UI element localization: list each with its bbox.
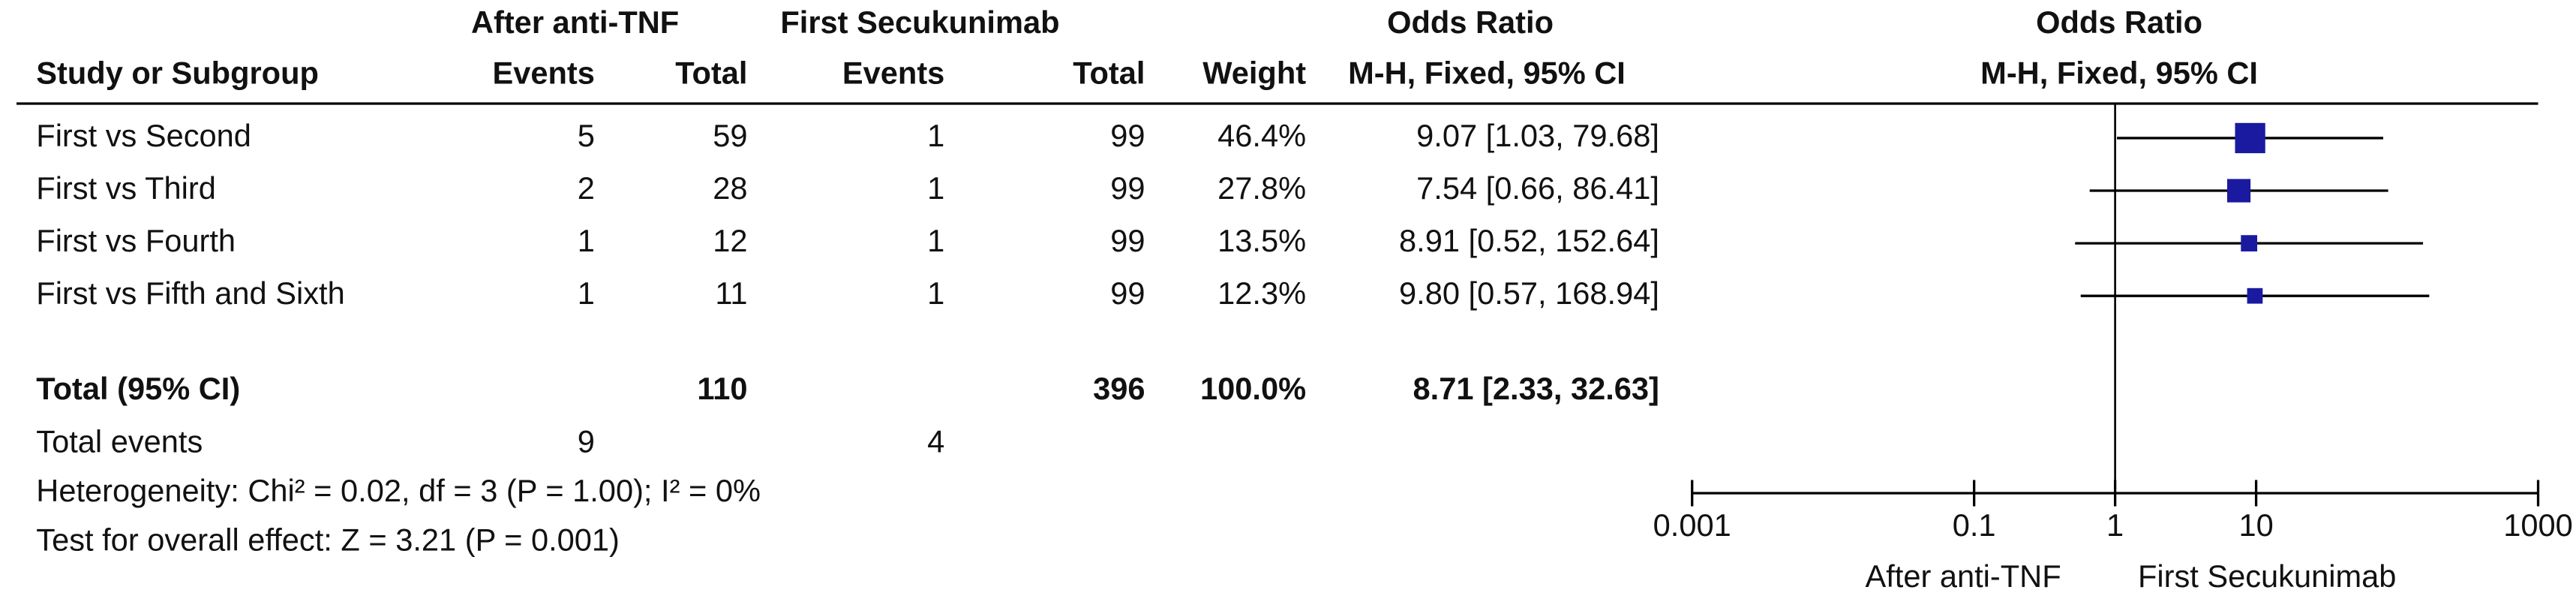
table-cell: 5: [578, 118, 595, 153]
table-cell: 1: [927, 223, 944, 258]
plot-title: Odds Ratio: [2036, 5, 2202, 40]
table-cell: 1: [578, 275, 595, 311]
effect-square: [2226, 179, 2251, 203]
table-cell: First vs Fifth and Sixth: [36, 275, 344, 311]
table-cell: 1: [927, 170, 944, 206]
column-header: Total: [675, 56, 747, 91]
total-events-cell: 9: [578, 423, 595, 459]
total-cell: 100.0%: [1200, 371, 1306, 406]
table-cell: 1: [927, 275, 944, 311]
table-cell: 13.5%: [1217, 223, 1306, 258]
group-header: After anti-TNF: [471, 5, 679, 40]
total-label: Total (95% CI): [36, 371, 240, 406]
table-cell: 99: [1110, 118, 1145, 153]
table-cell: 99: [1110, 223, 1145, 258]
effect-square: [2241, 235, 2258, 251]
heterogeneity: Heterogeneity: Chi² = 0.02, df = 3 (P = …: [36, 473, 761, 508]
total-cell: 396: [1093, 371, 1145, 406]
x-tick-label: 1000: [2503, 507, 2573, 543]
column-header: M-H, Fixed, 95% CI: [1348, 56, 1626, 91]
table-cell: 2: [578, 170, 595, 206]
column-header: Total: [1073, 56, 1145, 91]
effect-square: [2247, 287, 2263, 304]
effect-square: [2235, 122, 2265, 154]
table-cell: First vs Third: [36, 170, 216, 206]
table-cell: 28: [713, 170, 747, 206]
table-cell: 59: [713, 118, 747, 153]
table-cell: 99: [1110, 170, 1145, 206]
table-cell: First vs Fourth: [36, 223, 236, 258]
x-label: After anti-TNF: [1865, 558, 2061, 594]
table-cell: 8.91 [0.52, 152.64]: [1399, 223, 1659, 258]
group-header: First Secukunimab: [780, 5, 1059, 40]
table-cell: 9.07 [1.03, 79.68]: [1416, 118, 1659, 153]
x-tick-label: 0.1: [1953, 507, 1996, 543]
x-tick-label: 0.001: [1653, 507, 1731, 543]
x-tick-label: 10: [2238, 507, 2273, 543]
total-cell: 8.71 [2.33, 32.63]: [1413, 371, 1659, 406]
table-cell: 12.3%: [1217, 275, 1306, 311]
column-header: Weight: [1202, 56, 1306, 91]
overall-effect: Test for overall effect: Z = 3.21 (P = 0…: [36, 522, 620, 558]
table-cell: 1: [578, 223, 595, 258]
table-cell: 12: [713, 223, 747, 258]
x-label: First Secukunimab: [2138, 558, 2396, 594]
table-cell: 99: [1110, 275, 1145, 311]
table-cell: 7.54 [0.66, 86.41]: [1416, 170, 1659, 206]
total-cell: 110: [697, 371, 747, 406]
x-tick-label: 1: [2106, 507, 2124, 543]
table-cell: 11: [715, 275, 747, 311]
table-cell: 46.4%: [1217, 118, 1306, 153]
table-title: Odds Ratio: [1387, 5, 1554, 40]
plot-subtitle: M-H, Fixed, 95% CI: [1980, 56, 2258, 91]
table-cell: 9.80 [0.57, 168.94]: [1399, 275, 1659, 311]
table-cell: 27.8%: [1217, 170, 1306, 206]
column-header: Study or Subgroup: [36, 56, 319, 91]
table-cell: 1: [927, 118, 944, 153]
total-events-label: Total events: [36, 423, 203, 459]
table-cell: First vs Second: [36, 118, 251, 153]
column-header: Events: [492, 56, 594, 91]
column-header: Events: [842, 56, 944, 91]
total-events-cell: 4: [927, 423, 944, 459]
